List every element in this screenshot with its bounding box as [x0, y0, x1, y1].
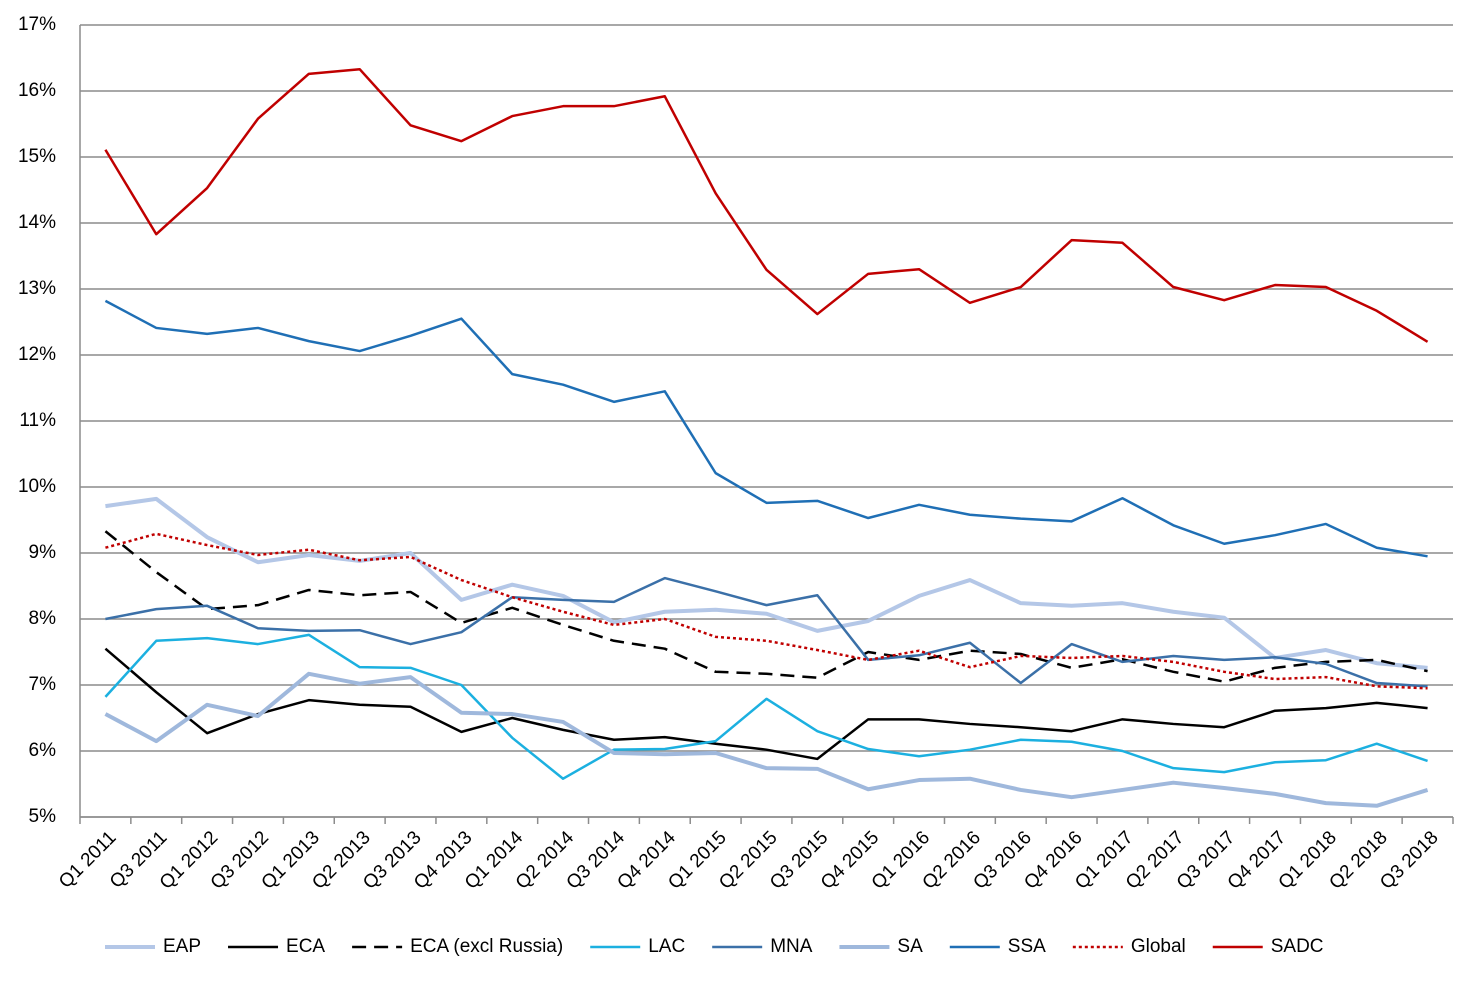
series-line — [105, 576, 1428, 688]
y-tick-label: 12% — [18, 344, 56, 365]
y-tick-label: 8% — [29, 608, 57, 629]
y-tick-label: 13% — [18, 278, 56, 299]
y-tick-label: 11% — [19, 410, 56, 431]
series-line — [105, 532, 1428, 690]
series-line — [104, 671, 1429, 808]
legend-label: SSA — [1008, 936, 1046, 957]
y-tick-label: 7% — [29, 674, 57, 695]
y-tick-label: 9% — [29, 542, 57, 563]
legend-label: ECA — [286, 936, 325, 957]
legend-label: MNA — [770, 936, 813, 957]
y-tick-label: 15% — [18, 146, 56, 167]
y-tick-label: 17% — [18, 14, 56, 35]
series-line — [104, 530, 1428, 683]
y-tick-label: 6% — [29, 740, 57, 761]
legend-label: EAP — [163, 936, 201, 957]
series-line — [104, 299, 1428, 558]
series-line — [105, 496, 1428, 670]
legend-label: LAC — [648, 936, 685, 957]
series-line — [104, 633, 1428, 780]
y-tick-label: 16% — [18, 80, 56, 101]
y-tick-label: 5% — [29, 806, 57, 827]
y-tick-label: 14% — [18, 212, 56, 233]
legend-label: SA — [897, 936, 923, 957]
legend-label: Global — [1131, 936, 1186, 957]
legend-label: ECA (excl Russia) — [410, 936, 563, 957]
series-line — [104, 67, 1429, 343]
y-tick-label: 10% — [18, 476, 56, 497]
legend-label: SADC — [1271, 936, 1324, 957]
series-line — [104, 647, 1428, 761]
